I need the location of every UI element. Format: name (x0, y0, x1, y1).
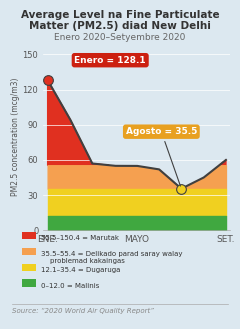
Text: Enero 2020–Setyembre 2020: Enero 2020–Setyembre 2020 (54, 33, 186, 42)
Text: 35.5–55.4 = Delikado parad saray walay
    problemad kakaingas: 35.5–55.4 = Delikado parad saray walay p… (41, 251, 182, 264)
Text: Enero = 128.1: Enero = 128.1 (74, 56, 146, 65)
Text: Average Level na Fine Particulate: Average Level na Fine Particulate (21, 10, 219, 20)
Text: 0–12.0 = Malinis: 0–12.0 = Malinis (41, 283, 99, 289)
Text: 12.1–35.4 = Dugaruga: 12.1–35.4 = Dugaruga (41, 267, 120, 273)
Text: Agosto = 35.5: Agosto = 35.5 (126, 127, 197, 186)
Text: 55.5–150.4 = Marutak: 55.5–150.4 = Marutak (41, 235, 119, 241)
Text: Source: “2020 World Air Quality Report”: Source: “2020 World Air Quality Report” (12, 308, 154, 314)
Text: Matter (PM2.5) diad New Delhi: Matter (PM2.5) diad New Delhi (29, 21, 211, 31)
Y-axis label: PM2.5 concentration (mcg/m3): PM2.5 concentration (mcg/m3) (11, 77, 20, 196)
